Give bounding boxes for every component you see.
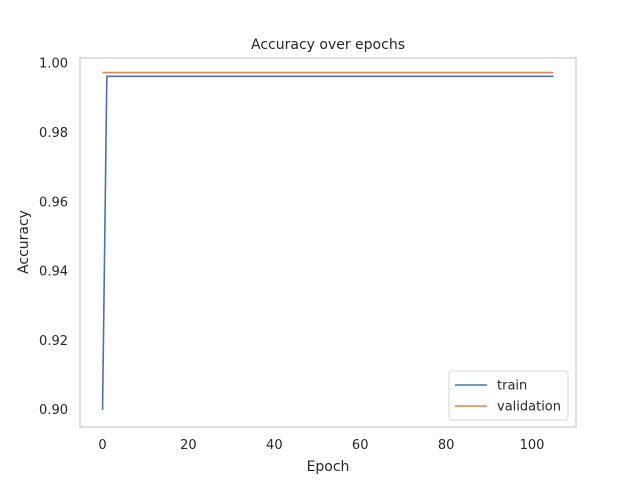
x-tick-label: 60 (352, 438, 369, 453)
y-axis-label: Accuracy (16, 210, 32, 274)
y-axis-ticks: 0.90 0.92 0.94 0.96 0.98 1.00 (39, 57, 68, 418)
x-tick-label: 0 (98, 438, 106, 453)
plot-area (79, 57, 577, 428)
x-axis-ticks: 0 20 40 60 80 100 (98, 438, 544, 453)
y-tick-label: 0.90 (39, 403, 68, 418)
y-tick-label: 0.92 (39, 334, 68, 349)
series-line-train (101, 75, 554, 411)
plot-frame (79, 57, 577, 428)
legend-box (448, 370, 569, 421)
legend-label-validation: validation (497, 400, 561, 415)
legend: train validation (448, 370, 569, 421)
legend-label-train: train (497, 379, 527, 394)
x-tick-label: 80 (438, 438, 455, 453)
x-tick-label: 40 (266, 438, 283, 453)
chart-title: Accuracy over epochs (251, 37, 405, 53)
y-tick-label: 0.98 (39, 126, 68, 141)
x-tick-label: 100 (520, 438, 545, 453)
x-axis-label: Epoch (307, 459, 350, 475)
y-tick-label: 0.96 (39, 195, 68, 210)
y-tick-label: 0.94 (39, 265, 68, 280)
y-tick-label: 1.00 (39, 57, 68, 72)
x-tick-label: 20 (180, 438, 197, 453)
series-layer (101, 71, 554, 411)
